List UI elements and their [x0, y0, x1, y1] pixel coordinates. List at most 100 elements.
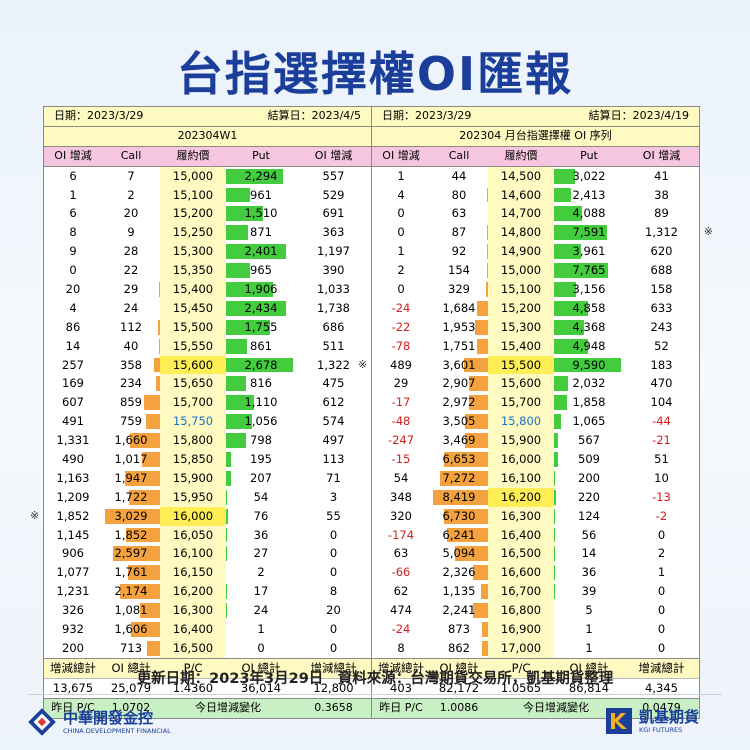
table-row: 0 22 15,350 965 390 [44, 261, 371, 281]
strike-price: 16,100 [160, 544, 226, 564]
call-oi-bar [157, 319, 160, 335]
put-oi-change: 557 [322, 168, 345, 183]
call-oi-cell: 20 [102, 204, 160, 223]
put-oi-change: 0 [329, 527, 338, 542]
left-header-row: OI 增減 Call 履約價 Put OI 增減 [44, 146, 371, 167]
call-oi-value: 80 [451, 187, 467, 202]
call-oi-value: 6,730 [442, 508, 476, 523]
table-row: 489 3,601 15,500 9,590 183 ※ [358, 355, 699, 375]
strike-price: 15,300 [488, 317, 554, 337]
table-row: 257 358 15,600 2,678 1,322 [44, 355, 371, 375]
put-oi-cell: 2,434 [226, 299, 296, 318]
total-value: 1.0565 [500, 680, 542, 695]
change-label: 今日增減變化 [195, 700, 261, 714]
strike-price: 16,200 [488, 487, 554, 507]
call-oi-bar [144, 395, 160, 411]
put-oi-cell: 124 [554, 507, 624, 526]
call-oi-bar [126, 527, 160, 543]
panel-monthly: 日期：2023/3/29 結算日：2023/4/19 202304 月台指選擇權 O… [358, 106, 713, 719]
logo-right-name: 凱基期貨 [639, 707, 700, 726]
call-oi-cell: 1,606 [102, 620, 160, 639]
call-oi-change: 8 [397, 640, 405, 655]
call-oi-value: 1,081 [114, 603, 148, 618]
call-oi-cell: 1,081 [102, 601, 160, 620]
put-oi-cell: 7,765 [554, 261, 624, 280]
put-oi-bar [554, 414, 562, 430]
call-oi-value: 1,751 [442, 338, 476, 353]
table-row: -174 6,241 16,400 56 0 [372, 525, 699, 545]
put-oi-cell: 76 [226, 507, 296, 526]
put-oi-value: 4,948 [572, 338, 606, 353]
call-oi-cell: 1,660 [102, 431, 160, 450]
call-oi-bar [476, 338, 488, 354]
put-oi-bar [226, 168, 283, 184]
put-oi-cell: 2,413 [554, 186, 624, 205]
call-oi-value: 1,606 [114, 622, 148, 637]
put-oi-bar [554, 508, 555, 524]
put-oi-bar [554, 282, 576, 297]
put-oi-change: 20 [326, 603, 341, 618]
call-oi-bar [127, 565, 160, 581]
call-oi-cell: 1,761 [102, 563, 160, 582]
put-oi-cell: 1,065 [554, 412, 624, 431]
call-oi-value: 7 [127, 168, 135, 183]
put-oi-bar [226, 206, 264, 222]
left-settle-date: 結算日：2023/4/5 [267, 109, 361, 122]
total-label: 增減總計 [378, 660, 424, 675]
put-oi-value: 7,591 [572, 225, 606, 240]
put-oi-cell: 2,678 [226, 356, 296, 375]
put-oi-bar [226, 508, 228, 524]
call-oi-change: 8 [69, 225, 77, 240]
put-oi-value: 509 [578, 452, 600, 467]
table-row: 474 2,241 16,800 5 0 [372, 601, 699, 621]
put-oi-value: 124 [578, 508, 600, 523]
cdf-logo-icon [28, 708, 56, 736]
table-row: 1,209 1,722 15,950 54 3 [44, 487, 371, 507]
total-value: 36,014 [240, 680, 282, 695]
call-oi-cell: 358 [102, 356, 160, 375]
left-info-row: 日期：2023/3/29 結算日：2023/4/5 [44, 107, 371, 127]
table-row: 0 87 14,800 7,591 1,312 ※ [372, 223, 713, 243]
table-row: 932 1,606 16,400 1 0 [44, 620, 371, 639]
put-oi-change: 0 [657, 527, 666, 542]
call-oi-cell: 7 [102, 167, 160, 186]
put-oi-change: 1 [657, 565, 666, 580]
call-oi-cell: 24 [102, 299, 160, 318]
put-oi-change: -21 [652, 433, 671, 448]
put-oi-bar [226, 546, 227, 562]
strike-price: 16,600 [488, 563, 554, 583]
call-oi-change: -48 [391, 414, 411, 429]
call-oi-value: 713 [120, 640, 142, 655]
call-oi-bar [473, 603, 488, 619]
put-oi-bar [554, 206, 583, 222]
put-oi-value: 1,858 [572, 395, 606, 410]
put-oi-change: 243 [650, 319, 673, 334]
call-oi-value: 3,469 [442, 433, 476, 448]
call-oi-value: 873 [448, 622, 470, 637]
put-oi-value: 1,065 [572, 414, 606, 429]
strike-price: 15,000 [488, 261, 554, 281]
put-oi-change: 688 [650, 263, 673, 278]
strike-price: 15,300 [160, 242, 226, 262]
logo-kgi: 凱基期貨 KGI FUTURES [605, 707, 699, 735]
call-oi-change: 20 [65, 282, 81, 297]
strike-price: 16,900 [488, 620, 554, 639]
put-oi-cell: 220 [554, 488, 624, 507]
column-header: OI 增減 [314, 148, 353, 162]
put-oi-value: 2,401 [244, 244, 278, 259]
put-oi-bar [554, 244, 582, 260]
put-oi-change: 55 [326, 508, 341, 523]
call-oi-change: -15 [391, 452, 411, 467]
call-oi-cell: 2 [102, 186, 160, 205]
call-oi-cell: 154 [430, 261, 488, 280]
strike-price: 15,950 [160, 487, 226, 507]
put-oi-value: 798 [250, 433, 272, 448]
call-oi-change: 607 [62, 395, 84, 410]
call-oi-cell: 2,326 [430, 563, 488, 582]
strike-price: 15,600 [488, 374, 554, 394]
table-row: -17 2,972 15,700 1,858 104 [372, 393, 699, 413]
put-oi-change: 1,197 [317, 244, 350, 259]
call-oi-cell: 1,135 [430, 582, 488, 601]
call-oi-value: 28 [123, 244, 139, 259]
call-oi-change: 932 [62, 622, 84, 637]
